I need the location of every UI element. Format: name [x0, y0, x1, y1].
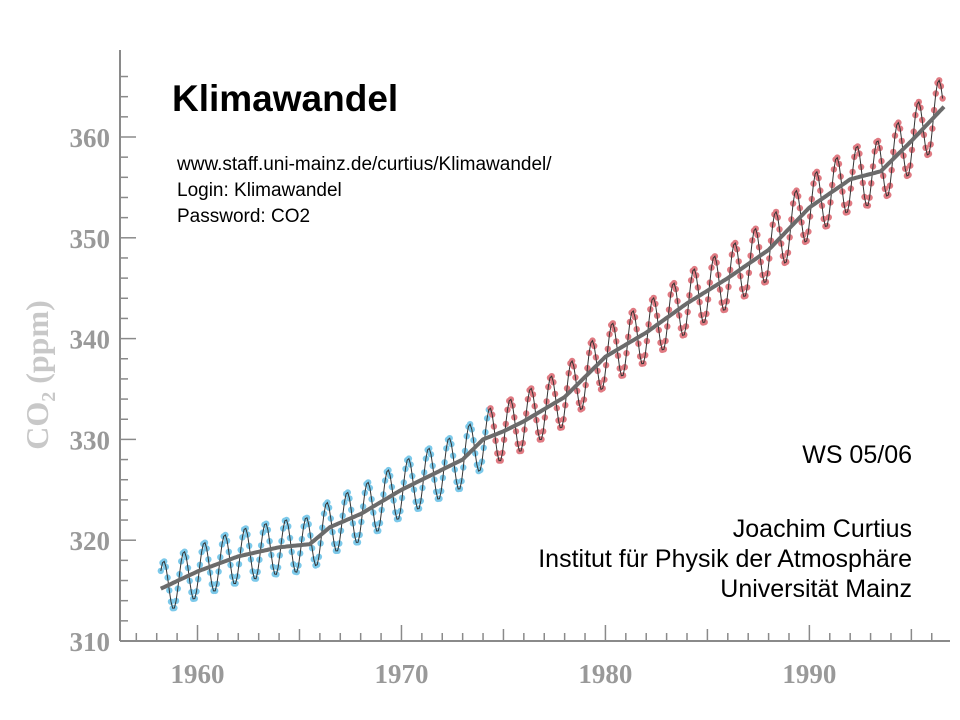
y-tick-label: 330 — [70, 425, 111, 455]
y-tick-label: 310 — [70, 627, 111, 657]
x-tick-label: 1980 — [578, 659, 632, 689]
y-tick-label: 350 — [70, 224, 111, 254]
login-line: Login: Klimawandel — [177, 180, 342, 201]
x-tick-label: 1970 — [374, 659, 428, 689]
y-axis-label-subscript: 2 — [38, 391, 61, 402]
credits: WS 05/06 Joachim Curtius Institut für Ph… — [538, 440, 912, 604]
slide-title: Klimawandel — [172, 78, 399, 119]
y-tick-label: 360 — [70, 123, 111, 153]
login-info: www.staff.uni-mainz.de/curtius/Klimawand… — [177, 152, 552, 230]
university: Universität Mainz — [720, 575, 912, 603]
password-line: Password: CO2 — [177, 206, 311, 227]
y-axis-label: CO2 (ppm) — [19, 300, 61, 450]
y-tick-label: 340 — [70, 325, 111, 355]
x-tick-label: 1960 — [171, 659, 225, 689]
y-axis-label-unit: (ppm) — [18, 300, 55, 392]
institute: Institut für Physik der Atmosphäre — [538, 545, 912, 573]
semester: WS 05/06 — [802, 441, 912, 469]
x-tick-label: 1990 — [782, 659, 836, 689]
y-axis-label-main: CO — [18, 401, 55, 450]
author: Joachim Curtius — [732, 515, 912, 543]
y-tick-label: 320 — [70, 526, 111, 556]
credits-spacer — [538, 470, 912, 514]
course-url[interactable]: www.staff.uni-mainz.de/curtius/Klimawand… — [177, 154, 552, 175]
trend-line — [159, 105, 946, 591]
